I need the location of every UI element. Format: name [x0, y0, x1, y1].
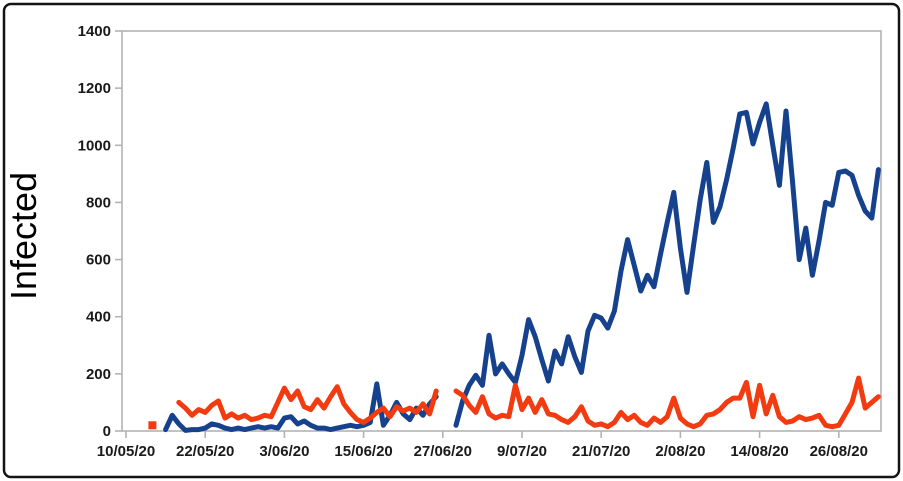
x-tick-label-5: 9/07/20	[497, 443, 547, 460]
y-tick-label-800: 800	[86, 194, 111, 211]
plot: 0 200 400 600 800 1000 1200 1400 10/05/20 22/05/2…	[78, 23, 882, 460]
orange-series-line	[176, 384, 439, 425]
x-tick-label-7: 2/08/20	[655, 443, 705, 460]
x-tick-label-9: 26/08/20	[810, 443, 868, 460]
y-tick-label-1200: 1200	[78, 80, 111, 97]
x-tick-label-2: 3/06/20	[259, 443, 309, 460]
y-axis-title: Infected	[3, 172, 44, 300]
x-tick-label-0: 10/05/20	[97, 443, 155, 460]
y-tick-label-1400: 1400	[78, 23, 111, 40]
y-tick-label-0: 0	[103, 423, 111, 440]
x-tick-label-6: 21/07/20	[572, 443, 630, 460]
x-tick-label-3: 15/06/20	[334, 443, 392, 460]
x-tick-label-4: 27/06/20	[414, 443, 472, 460]
x-tick-label-1: 22/05/20	[176, 443, 234, 460]
y-tick-label-600: 600	[86, 252, 111, 269]
y-tick-label-200: 200	[86, 366, 111, 383]
plot-frame	[121, 30, 882, 432]
y-tick-label-400: 400	[86, 309, 111, 326]
orange-series-point	[148, 421, 157, 430]
blue-series-line	[453, 101, 881, 428]
x-tick-label-8: 14/08/20	[730, 443, 788, 460]
orange-series-line	[453, 375, 881, 430]
y-tick-label-1000: 1000	[78, 137, 111, 154]
